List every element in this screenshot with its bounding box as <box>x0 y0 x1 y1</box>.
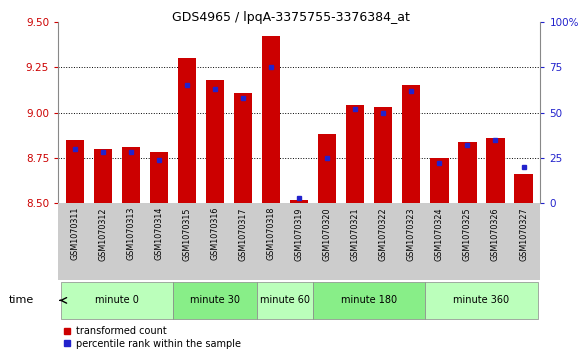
Text: GSM1070322: GSM1070322 <box>379 207 388 261</box>
Text: GSM1070311: GSM1070311 <box>70 207 80 261</box>
Text: minute 60: minute 60 <box>260 295 310 305</box>
Text: GSM1070315: GSM1070315 <box>182 207 192 261</box>
Legend: transformed count, percentile rank within the sample: transformed count, percentile rank withi… <box>63 326 241 349</box>
Text: time: time <box>9 295 34 305</box>
Text: minute 360: minute 360 <box>453 295 510 305</box>
Text: GSM1070323: GSM1070323 <box>407 207 416 261</box>
Text: GSM1070313: GSM1070313 <box>127 207 135 261</box>
Text: GSM1070320: GSM1070320 <box>323 207 332 261</box>
Bar <box>122 147 140 203</box>
Bar <box>66 140 84 203</box>
Text: GSM1070319: GSM1070319 <box>295 207 304 261</box>
FancyBboxPatch shape <box>313 282 425 319</box>
FancyBboxPatch shape <box>61 282 173 319</box>
Text: minute 180: minute 180 <box>341 295 397 305</box>
Bar <box>486 138 504 203</box>
Bar <box>262 36 280 203</box>
Text: GSM1070314: GSM1070314 <box>155 207 163 261</box>
Text: GDS4965 / lpqA-3375755-3376384_at: GDS4965 / lpqA-3375755-3376384_at <box>171 11 410 24</box>
Bar <box>374 107 392 203</box>
Text: GSM1070318: GSM1070318 <box>267 207 275 261</box>
Bar <box>431 158 449 203</box>
Text: GSM1070317: GSM1070317 <box>239 207 248 261</box>
Text: GSM1070325: GSM1070325 <box>463 207 472 261</box>
Bar <box>94 149 112 203</box>
Text: GSM1070324: GSM1070324 <box>435 207 444 261</box>
Text: GSM1070327: GSM1070327 <box>519 207 528 261</box>
Bar <box>402 85 421 203</box>
Text: minute 0: minute 0 <box>95 295 139 305</box>
Bar <box>178 58 196 203</box>
Bar <box>234 93 252 203</box>
Text: GSM1070316: GSM1070316 <box>210 207 220 261</box>
FancyBboxPatch shape <box>173 282 257 319</box>
Bar <box>318 134 336 203</box>
Bar <box>458 142 476 203</box>
Bar <box>346 105 364 203</box>
Bar <box>514 174 533 203</box>
Text: GSM1070312: GSM1070312 <box>98 207 107 261</box>
Text: GSM1070321: GSM1070321 <box>351 207 360 261</box>
FancyBboxPatch shape <box>257 282 313 319</box>
Bar <box>150 152 168 203</box>
Text: GSM1070326: GSM1070326 <box>491 207 500 261</box>
Bar <box>290 200 309 203</box>
FancyBboxPatch shape <box>425 282 537 319</box>
Bar <box>206 80 224 203</box>
Text: minute 30: minute 30 <box>190 295 240 305</box>
